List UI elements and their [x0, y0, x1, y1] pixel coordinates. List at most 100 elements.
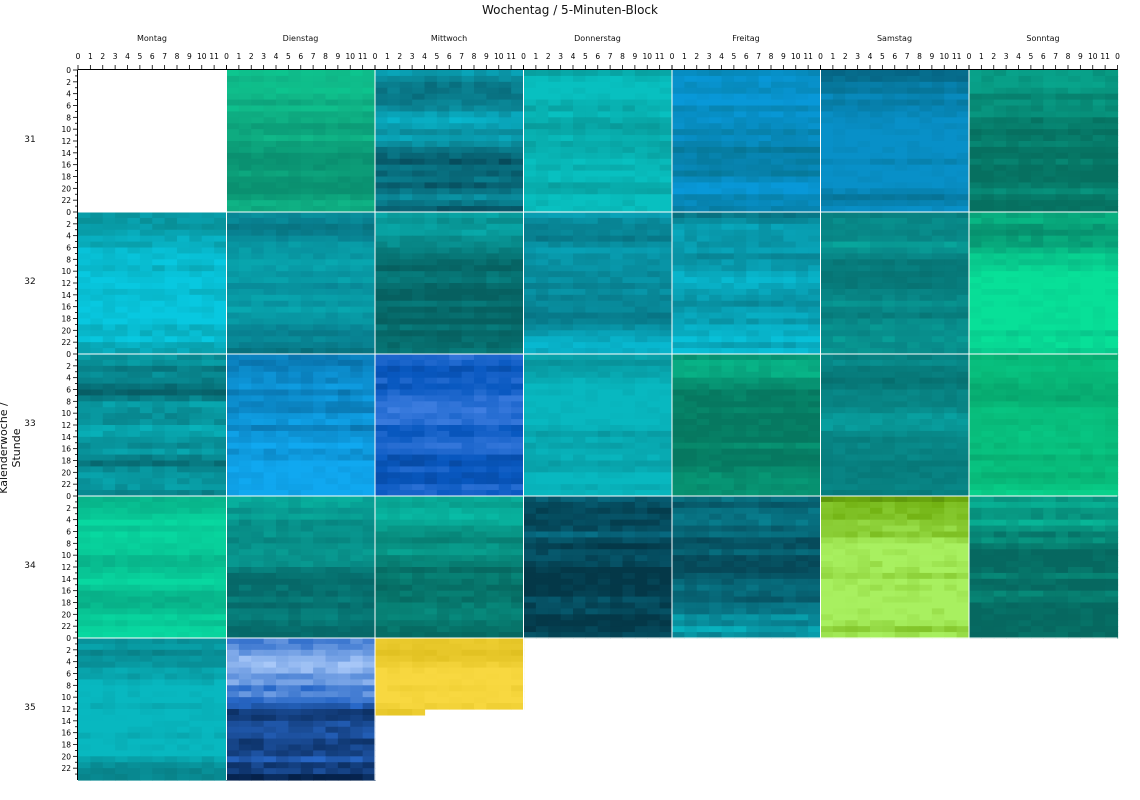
minute-tick-label: 11 — [209, 52, 219, 61]
hour-tick-label: 8 — [66, 681, 71, 690]
minute-tick-label: 11 — [952, 52, 962, 61]
hour-tick-label: 20 — [61, 610, 71, 619]
minute-tick-label: 4 — [1016, 52, 1021, 61]
heatmap-cell-31-freitag — [672, 70, 822, 213]
minute-tick-label: 4 — [719, 52, 724, 61]
minute-tick-label: 1 — [830, 52, 835, 61]
hour-tick-label: 16 — [61, 303, 71, 312]
heatmap-cell-31-donnerstag — [523, 70, 673, 213]
hour-tick-label: 18 — [61, 315, 71, 324]
minute-tick-label: 5 — [583, 52, 588, 61]
hour-tick-label: 22 — [61, 480, 71, 489]
minute-tick-label: 7 — [311, 52, 316, 61]
minute-tick-label: 7 — [459, 52, 464, 61]
minute-tick-label: 3 — [1004, 52, 1009, 61]
hour-tick-label: 4 — [66, 232, 71, 241]
minute-tick-label: 1 — [385, 52, 390, 61]
hour-tick-label: 12 — [61, 279, 71, 288]
minute-tick-label: 7 — [1053, 52, 1058, 61]
hour-tick-label: 18 — [61, 457, 71, 466]
minute-tick-label: 8 — [769, 52, 774, 61]
hour-tick-label: 20 — [61, 752, 71, 761]
hour-tick-label: 16 — [61, 587, 71, 596]
minute-tick-label: 0 — [1115, 52, 1120, 61]
hour-tick-label: 0 — [66, 66, 71, 75]
hour-tick-label: 14 — [61, 717, 71, 726]
minute-tick-label: 11 — [1100, 52, 1110, 61]
hour-tick-label: 14 — [61, 575, 71, 584]
minute-tick-label: 4 — [571, 52, 576, 61]
hour-tick-label: 10 — [61, 409, 71, 418]
hour-tick-label: 6 — [66, 102, 71, 111]
heatmap-cell-33-sonntag — [969, 354, 1119, 497]
hour-tick-label: 0 — [66, 634, 71, 643]
minute-tick-label: 8 — [1066, 52, 1071, 61]
hour-tick-label: 20 — [61, 184, 71, 193]
minute-tick-label: 4 — [274, 52, 279, 61]
minute-tick-label: 3 — [855, 52, 860, 61]
hour-tick-label: 0 — [66, 492, 71, 501]
minute-tick-label: 5 — [137, 52, 142, 61]
minute-tick-label: 9 — [1078, 52, 1083, 61]
hour-tick-label: 22 — [61, 196, 71, 205]
minute-tick-label: 4 — [422, 52, 427, 61]
hour-tick-label: 2 — [66, 504, 71, 513]
minute-tick-label: 4 — [125, 52, 130, 61]
minute-tick-label: 6 — [595, 52, 600, 61]
hour-tick-label: 22 — [61, 622, 71, 631]
heatmap-cell-35-mittwoch — [375, 638, 525, 716]
minute-tick-label: 2 — [397, 52, 402, 61]
heatmap-cell-31-dienstag — [226, 70, 376, 213]
hour-tick-label: 8 — [66, 397, 71, 406]
minute-tick-label: 2 — [843, 52, 848, 61]
minute-tick-label: 3 — [707, 52, 712, 61]
hour-tick-label: 10 — [61, 267, 71, 276]
minute-tick-label: 10 — [494, 52, 504, 61]
minute-tick-label: 9 — [335, 52, 340, 61]
minute-tick-label: 11 — [358, 52, 368, 61]
hour-tick-label: 10 — [61, 125, 71, 134]
minute-tick-label: 1 — [979, 52, 984, 61]
day-label-donnerstag: Donnerstag — [574, 34, 621, 43]
hour-tick-label: 16 — [61, 161, 71, 170]
minute-tick-label: 9 — [484, 52, 489, 61]
hour-tick-label: 8 — [66, 539, 71, 548]
minute-tick-label: 10 — [345, 52, 355, 61]
heatmap-cell-31-sonntag — [969, 70, 1119, 213]
heatmap-cell-34-freitag — [672, 496, 822, 639]
hour-tick-label: 4 — [66, 374, 71, 383]
hour-tick-label: 14 — [61, 291, 71, 300]
heatmap-cell-35-montag — [78, 638, 228, 781]
minute-tick-label: 2 — [991, 52, 996, 61]
heatmap-cell-32-montag — [78, 212, 228, 355]
minute-tick-label: 5 — [731, 52, 736, 61]
minute-tick-label: 9 — [929, 52, 934, 61]
heatmap-cell-34-montag — [78, 496, 228, 639]
day-label-montag: Montag — [137, 34, 167, 43]
minute-tick-label: 7 — [756, 52, 761, 61]
minute-tick-label: 6 — [1041, 52, 1046, 61]
heatmap-cell-32-sonntag — [969, 212, 1119, 355]
minute-tick-label: 10 — [939, 52, 949, 61]
minute-tick-label: 0 — [967, 52, 972, 61]
minute-tick-label: 0 — [818, 52, 823, 61]
hour-tick-label: 0 — [66, 208, 71, 217]
hour-tick-label: 2 — [66, 220, 71, 229]
minute-tick-label: 8 — [472, 52, 477, 61]
heatmap-cell-32-dienstag — [226, 212, 376, 355]
hour-tick-label: 18 — [61, 173, 71, 182]
hour-tick-label: 2 — [66, 78, 71, 87]
heatmap-cell-31-mittwoch — [375, 70, 525, 213]
heatmap-cell-33-freitag — [672, 354, 822, 497]
hour-tick-label: 10 — [61, 693, 71, 702]
hour-tick-label: 8 — [66, 255, 71, 264]
hour-tick-label: 4 — [66, 658, 71, 667]
minute-tick-label: 2 — [694, 52, 699, 61]
minute-tick-label: 1 — [88, 52, 93, 61]
heatmap-cell-31-samstag — [820, 70, 970, 213]
week-label-31: 31 — [24, 135, 36, 145]
hour-tick-label: 4 — [66, 90, 71, 99]
chart-title: Wochentag / 5-Minuten-Block — [482, 3, 658, 17]
minute-tick-label: 9 — [632, 52, 637, 61]
heatmap-cell-33-samstag — [820, 354, 970, 497]
